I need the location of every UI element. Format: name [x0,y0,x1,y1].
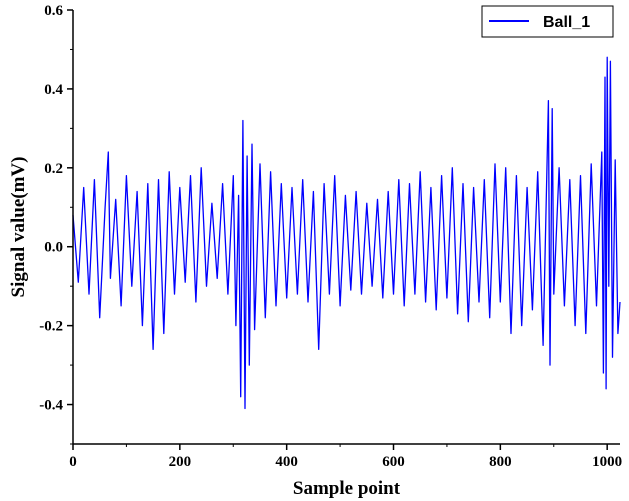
y-tick-label: 0.4 [44,82,63,98]
y-tick-label: 0.0 [44,240,63,256]
x-tick-label: 200 [169,454,192,470]
plot-area [72,56,621,410]
y-ticks: -0.4 -0.2 0.0 0.2 0.4 0.6 [39,3,73,445]
x-tick-label: 0 [69,454,77,470]
y-tick-label: 0.2 [44,161,63,177]
x-tick-label: 800 [489,454,512,470]
axes [72,10,620,445]
x-tick-label: 1000 [592,454,622,470]
y-tick-label: 0.6 [44,3,63,19]
x-tick-label: 600 [382,454,405,470]
y-axis-title: Signal value(mV) [8,157,29,298]
x-ticks: 0 200 400 600 800 1000 [69,444,622,470]
y-tick-label: -0.4 [39,398,63,414]
x-tick-label: 400 [275,454,298,470]
series-line-ball-1 [72,56,621,410]
x-axis-title: Sample point [293,478,401,499]
y-tick-label: -0.2 [39,319,63,335]
legend: Ball_1 [481,5,614,38]
legend-label-ball-1: Ball_1 [543,14,590,31]
